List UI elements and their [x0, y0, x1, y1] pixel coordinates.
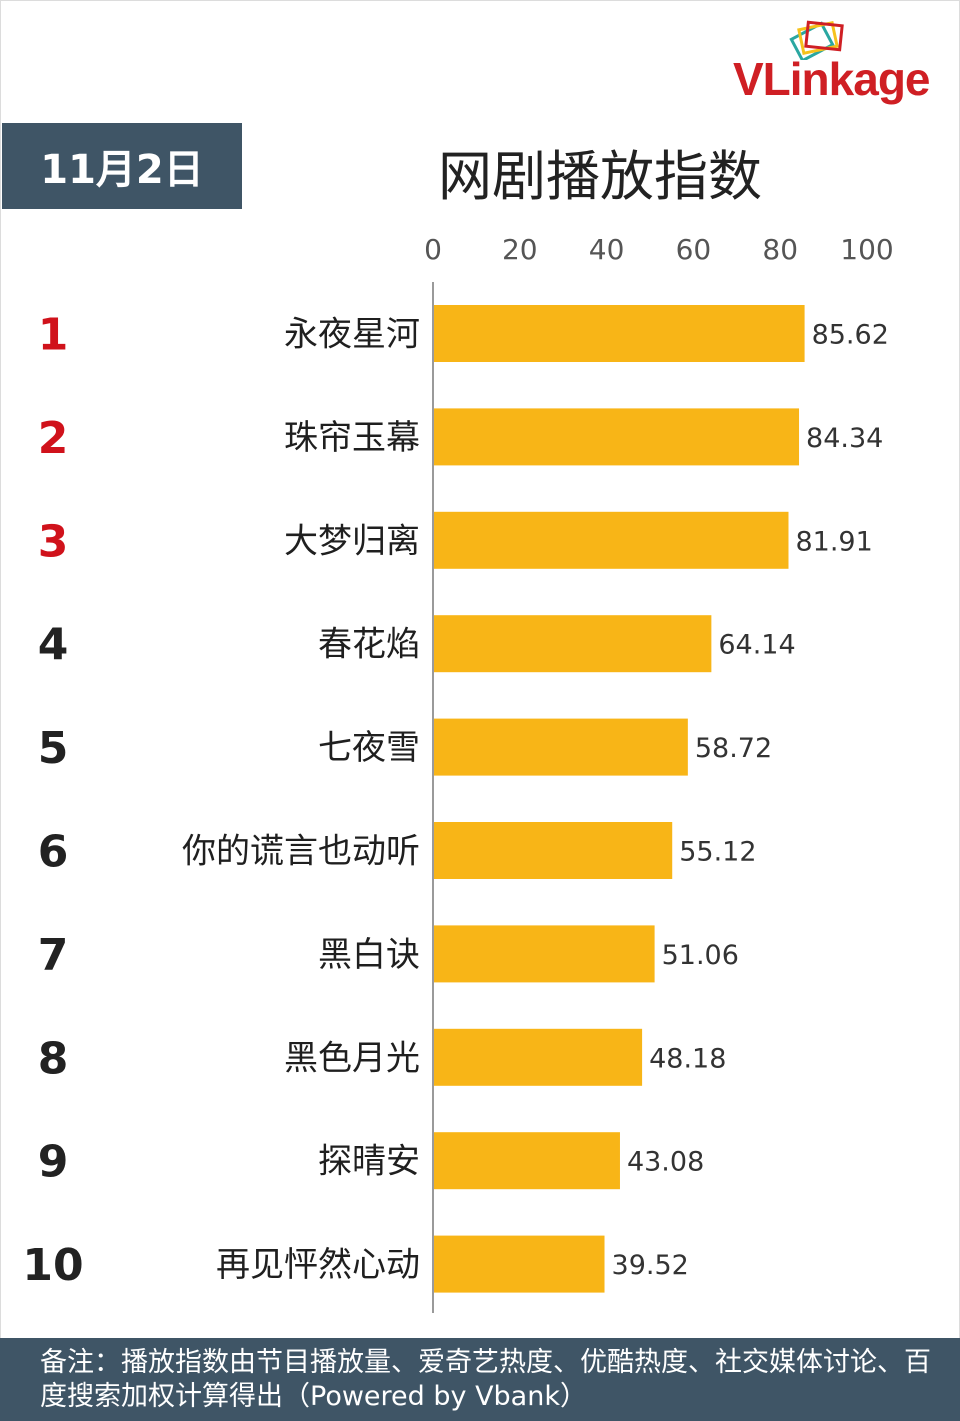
bar	[434, 511, 789, 569]
category-label: 探晴安	[318, 1142, 420, 1182]
x-tick-label: 20	[502, 233, 538, 266]
category-label: 大梦归离	[284, 521, 420, 561]
value-label: 81.91	[795, 526, 872, 557]
category-label: 再见怦然心动	[216, 1245, 420, 1285]
bar	[434, 1132, 620, 1190]
vlinkage-logo: VLinkage	[733, 14, 955, 105]
value-label: 51.06	[662, 940, 739, 971]
value-label: 84.34	[806, 423, 883, 454]
category-label: 春花焰	[318, 625, 420, 665]
value-label: 85.62	[812, 320, 889, 351]
rank-number: 9	[38, 1137, 69, 1188]
bar	[434, 925, 655, 983]
value-label: 43.08	[627, 1147, 704, 1178]
value-label: 64.14	[718, 630, 795, 661]
x-tick-label: 80	[762, 233, 798, 266]
logo-cards-icon	[789, 20, 844, 60]
x-tick-label: 0	[424, 233, 442, 266]
footer-note: 备注：播放指数由节目播放量、爱奇艺热度、优酷热度、社交媒体讨论、百度搜索加权计算…	[0, 1338, 960, 1421]
bar	[434, 1235, 605, 1293]
x-tick-label: 60	[676, 233, 712, 266]
bar	[434, 718, 688, 776]
bar	[434, 1028, 643, 1086]
rank-number: 10	[22, 1240, 83, 1291]
chart-title: 网剧播放指数	[438, 145, 762, 208]
rank-number: 2	[38, 413, 69, 464]
bar	[434, 408, 800, 466]
logo-text: VLinkage	[733, 53, 931, 105]
x-tick-label: 100	[840, 233, 893, 266]
bar-chart: 0 20 40 60 80 100 85.62 永夜星河 1 84.34 珠帘玉幕 2 81.91 大梦归…	[22, 233, 894, 1313]
date-badge: 11月2日	[2, 123, 242, 209]
rank-number: 1	[38, 310, 69, 361]
bar	[434, 305, 805, 362]
rank-number: 7	[38, 930, 69, 981]
x-tick-label: 40	[589, 233, 625, 266]
category-label: 黑色月光	[284, 1038, 420, 1078]
category-label: 七夜雪	[318, 728, 420, 768]
rank-number: 6	[38, 827, 69, 878]
rank-number: 3	[38, 516, 69, 567]
bar	[434, 822, 673, 879]
value-label: 55.12	[679, 837, 756, 868]
bar	[434, 615, 712, 673]
rank-number: 8	[38, 1033, 69, 1084]
category-label: 永夜星河	[284, 315, 420, 355]
value-label: 58.72	[695, 733, 772, 764]
value-label: 39.52	[612, 1250, 689, 1281]
category-label: 你的谎言也动听	[182, 832, 420, 872]
value-label: 48.18	[649, 1043, 726, 1074]
category-label: 黑白诀	[318, 935, 420, 975]
rank-number: 5	[38, 723, 69, 774]
rank-number: 4	[38, 620, 69, 671]
category-label: 珠帘玉幕	[284, 418, 420, 458]
